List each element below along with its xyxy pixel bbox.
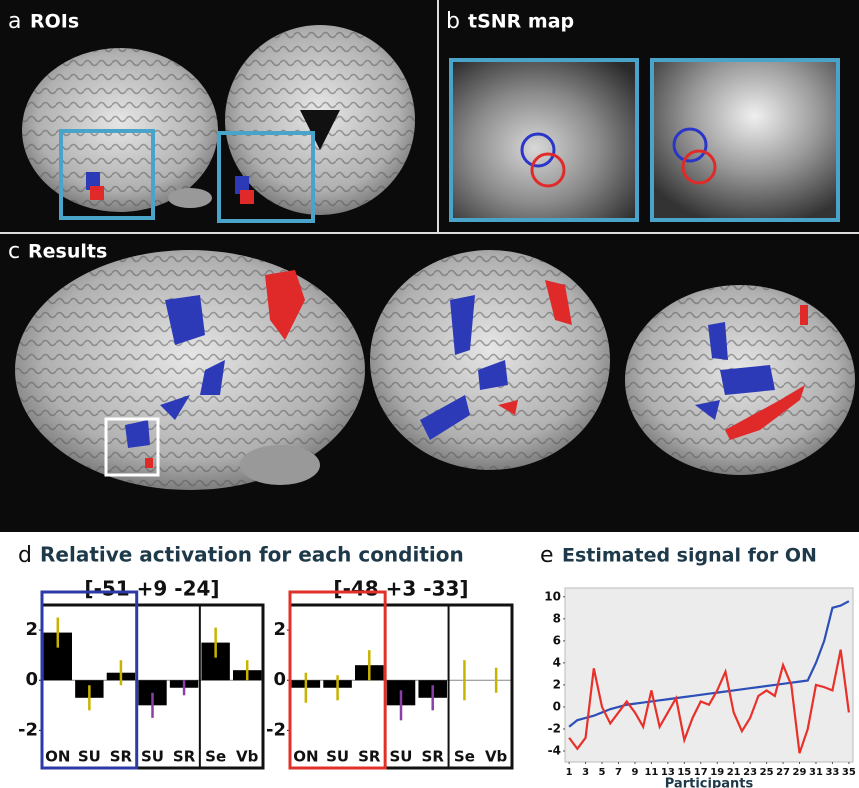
chart-title: Estimated signal for ON	[562, 545, 817, 567]
panel-title: ROIs	[30, 11, 79, 33]
panel-letter: d	[18, 543, 32, 568]
y-tick-label: 8	[553, 611, 561, 625]
x-axis-label: Participants	[665, 777, 754, 788]
y-tick-label: 6	[553, 633, 561, 647]
y-tick-label: 0	[25, 669, 38, 690]
x-tick-label: 25	[760, 767, 774, 778]
y-tick-label: 0	[273, 669, 286, 690]
panel-title: tSNR map	[468, 11, 574, 33]
y-tick-label: -2	[548, 721, 561, 735]
x-tick-label: 35	[842, 767, 856, 778]
x-tick-label: 33	[825, 767, 839, 778]
x-tick-label: SU	[326, 748, 349, 766]
x-tick-label: Se	[454, 748, 475, 766]
x-tick-label: SR	[110, 748, 133, 766]
x-tick-label: 27	[776, 767, 790, 778]
x-tick-label: Vb	[485, 748, 508, 766]
panel-letter: c	[8, 239, 20, 264]
x-tick-label: 7	[615, 767, 622, 778]
x-tick-label: 3	[582, 767, 589, 778]
x-tick-label: 9	[631, 767, 638, 778]
x-tick-label: Vb	[236, 748, 259, 766]
panel-letter: a	[8, 9, 21, 34]
x-tick-label: 11	[644, 767, 658, 778]
x-tick-label: ON	[45, 748, 70, 766]
x-tick-label: Se	[205, 748, 226, 766]
y-tick-label: -2	[266, 719, 286, 740]
y-tick-label: 2	[25, 619, 38, 640]
panel-title: Relative activation for each condition	[40, 543, 464, 567]
chart-title: [-48 +3 -33]	[333, 577, 468, 601]
x-tick-label: SU	[141, 748, 164, 766]
figure-canvas: a ROIs b tSNR map c Re	[0, 0, 859, 788]
y-tick-label: 0	[553, 699, 561, 713]
x-tick-label: 29	[793, 767, 807, 778]
x-tick-label: 1	[566, 767, 573, 778]
x-tick-label: SR	[422, 748, 445, 766]
y-tick-label: -2	[18, 719, 38, 740]
y-tick-label: 4	[553, 655, 561, 669]
panel-title: Results	[28, 241, 107, 263]
x-tick-label: SU	[390, 748, 413, 766]
panel-letter: e	[540, 543, 554, 568]
x-tick-label: 31	[809, 767, 823, 778]
x-tick-label: ON	[293, 748, 318, 766]
x-tick-label: SR	[173, 748, 196, 766]
figure: a ROIs b tSNR map c Re	[0, 0, 859, 788]
result-images	[15, 250, 855, 490]
panel-letter: b	[446, 9, 460, 34]
x-tick-label: SR	[358, 748, 381, 766]
x-tick-label: SU	[78, 748, 101, 766]
y-tick-label: -4	[548, 743, 561, 757]
y-tick-label: 2	[553, 677, 561, 691]
y-tick-label: 10	[544, 589, 561, 603]
x-tick-label: 5	[599, 767, 606, 778]
chart-title: [-51 +9 -24]	[84, 577, 219, 601]
y-tick-label: 2	[273, 619, 286, 640]
